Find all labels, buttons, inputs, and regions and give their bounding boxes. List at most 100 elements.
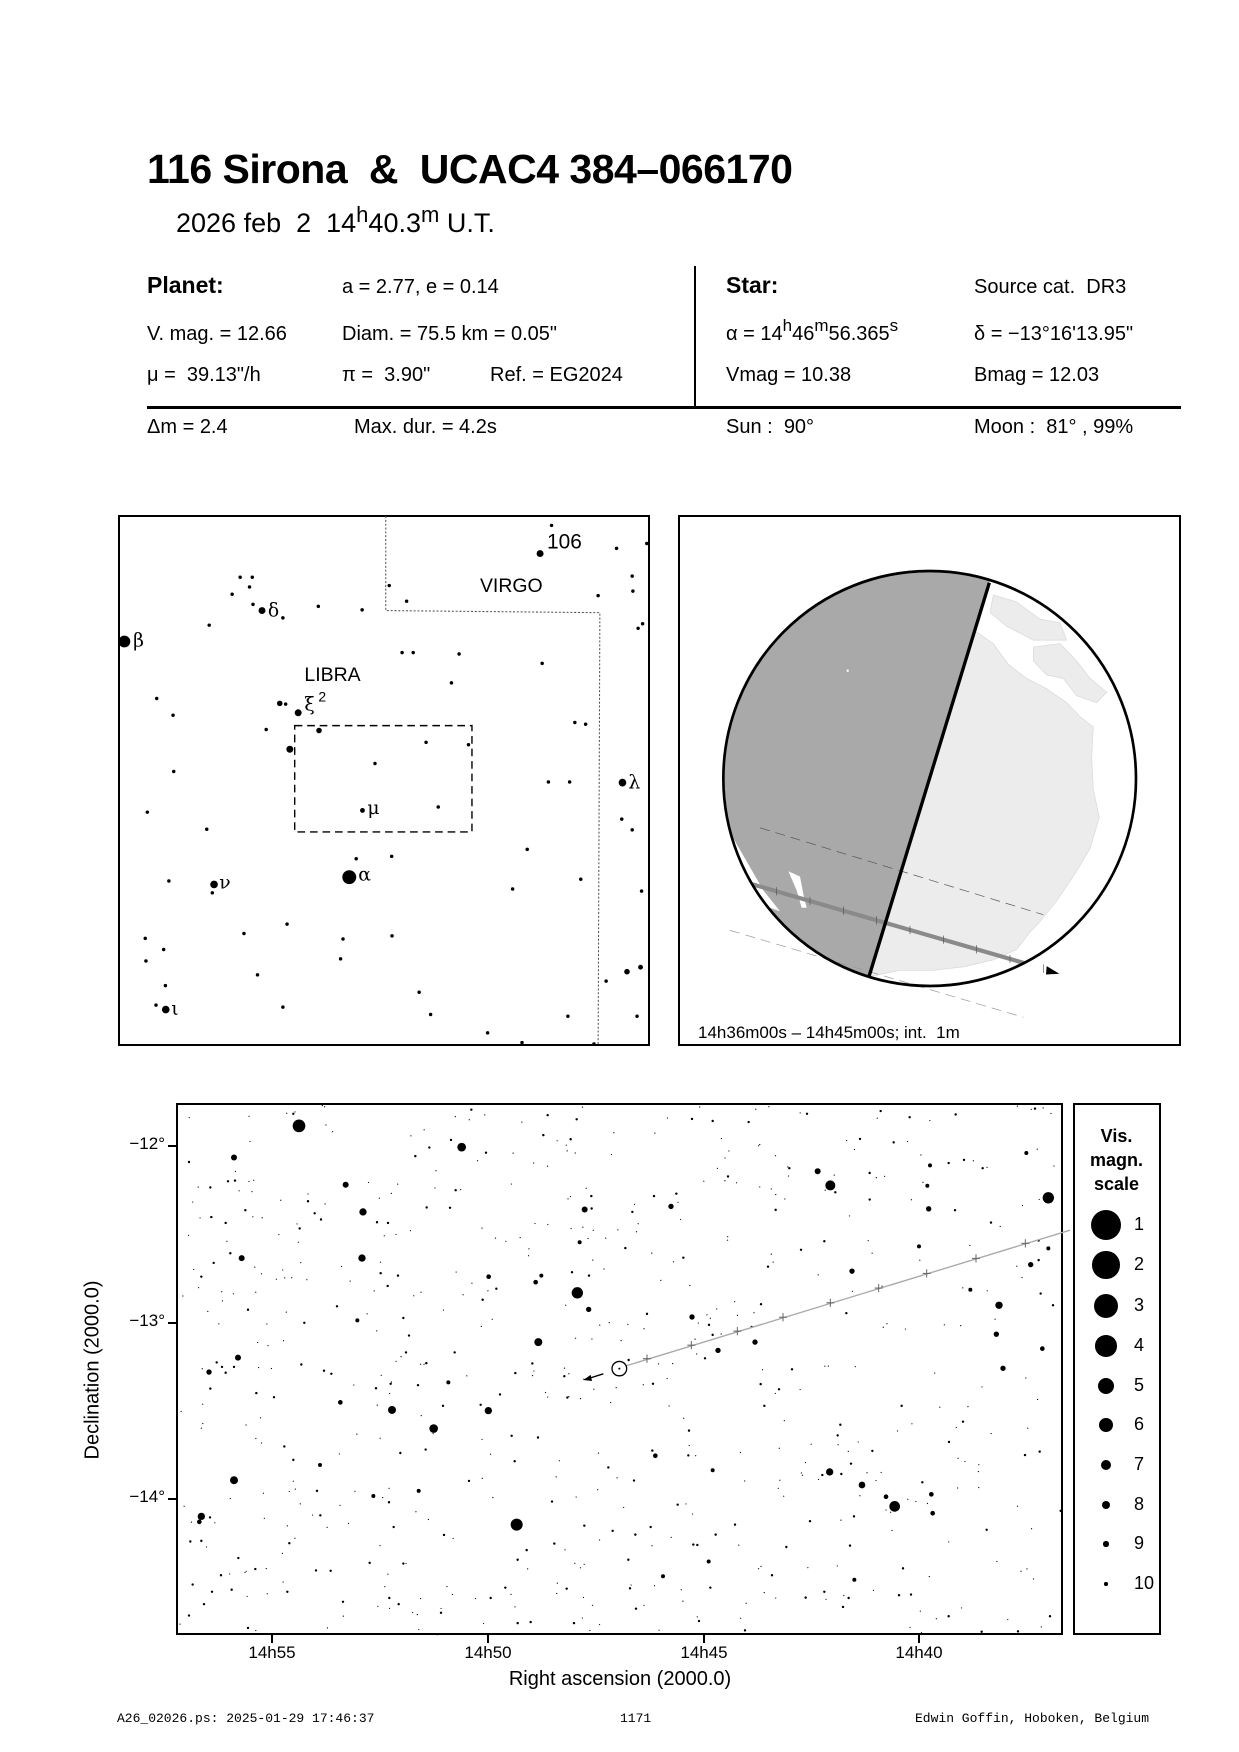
star [374,1387,378,1390]
faint-star [326,1526,328,1528]
star [407,1334,411,1337]
faint-star [1021,1276,1023,1279]
faint-star [591,1338,593,1340]
faint-star [755,1108,757,1110]
faint-star [291,1277,293,1279]
star [371,1494,376,1499]
faint-star [872,1589,875,1591]
star [424,740,428,745]
star [814,1168,821,1175]
star [848,1544,852,1547]
finder-map: VIRGO LIBRA 106 β δ ξ 2 μ λ α ν ι [118,516,649,1046]
star [573,720,577,725]
faint-star [597,1452,600,1454]
ra-hours: α = 14 [726,323,783,345]
star [581,1206,588,1213]
faint-star [666,1377,668,1380]
faint-star [214,1522,216,1524]
faint-star [582,1596,585,1599]
faint-star [476,1160,479,1162]
legend-magnitude-label: 10 [1134,1573,1155,1593]
faint-star [1016,1505,1019,1507]
star [355,1318,360,1323]
star [587,1274,591,1277]
star [342,1181,349,1188]
faint-star [382,1497,384,1499]
star [687,1454,690,1457]
star [145,810,150,814]
star [682,1256,685,1259]
faint-star [977,1470,980,1473]
star [823,1239,826,1243]
star [171,713,175,717]
sun-elongation: Sun : 90° [726,416,815,438]
faint-star [857,1441,859,1443]
faint-star [1025,1377,1027,1379]
faint-star [245,1424,247,1426]
faint-star [565,1304,567,1306]
faint-star [735,1182,738,1184]
faint-star [777,1487,779,1489]
faint-star [892,1502,895,1504]
faint-star [744,1480,746,1482]
star [520,1040,524,1045]
faint-star [1030,1108,1032,1110]
star [676,1503,679,1506]
x-tick-label: 14h50 [464,1643,512,1662]
faint-star [570,1227,572,1230]
star [373,761,377,766]
faint-star [617,1229,619,1231]
faint-star [593,1388,595,1390]
faint-star [716,1167,719,1169]
star-dec: δ = −13°16'13.95" [974,323,1134,345]
star [926,1206,932,1212]
star [187,1614,191,1617]
x-tick [918,1634,920,1643]
faint-star [709,1317,711,1319]
faint-star [986,1166,988,1168]
faint-star [587,1237,589,1240]
star [230,1588,233,1591]
star [498,1393,502,1396]
faint-star [774,1155,777,1157]
star [316,727,322,734]
faint-star [528,1248,530,1250]
faint-star [565,1144,567,1146]
time-suffix: U.T. [439,208,495,238]
faint-star [926,1502,929,1505]
faint-star [379,1437,381,1439]
star [897,1594,901,1597]
star [163,983,168,988]
faint-star [1036,1398,1039,1401]
star [428,1012,433,1017]
star [710,1468,715,1473]
faint-star [207,1310,209,1313]
star [276,700,283,707]
faint-star [544,1391,547,1394]
star [400,650,404,655]
y-tick [168,1498,177,1500]
faint-star [643,1328,645,1330]
star [804,1596,807,1599]
star [191,1583,194,1586]
faint-star [658,1629,660,1631]
faint-star [846,1139,848,1142]
label-xi-sup: 2 [318,689,326,705]
star [255,1391,258,1395]
faint-star [907,1498,909,1500]
star [224,1371,227,1374]
star [314,1569,318,1572]
star [759,1303,763,1306]
faint-star [254,1266,256,1268]
faint-star [981,1386,983,1388]
star [329,1569,332,1572]
star [210,1215,213,1219]
faint-star [654,1132,656,1134]
star [238,575,242,579]
faint-star [804,1461,807,1464]
legend-magnitude-label: 2 [1134,1254,1145,1274]
star [624,968,630,975]
star [961,1420,965,1423]
faint-star [229,1573,231,1575]
star [210,891,215,895]
